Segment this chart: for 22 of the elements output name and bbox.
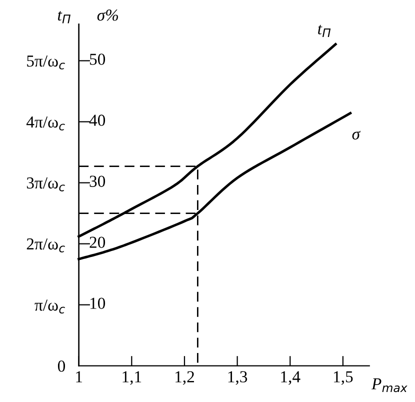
x-axis-title: P$_{max}$ [371, 378, 408, 392]
x-tick-label: 1,3 [228, 371, 248, 385]
y-tick-label: 10 [90, 298, 106, 309]
x-tick-label: 1,2 [176, 371, 194, 385]
x-tick-label: 1,4 [281, 371, 300, 385]
y-axis-title: σ% [97, 9, 118, 21]
y2-tick-label: 4π/ω$_{c}$ [26, 116, 65, 130]
x-tick-label: 1,5 [334, 371, 353, 385]
y-tick-label: 20 [90, 236, 106, 248]
y-tick-label: 40 [89, 114, 106, 126]
x-tick-label: 1,1 [122, 371, 142, 385]
x-tick-label: 1 [76, 371, 82, 382]
y2-tick-label: 5π/ω$_{c}$ [27, 56, 65, 70]
y2-tick-label: π/ω$_{c}$ [34, 300, 65, 314]
y2-axis-title: t$_{П}$ [58, 11, 70, 24]
annotation: σ [352, 130, 361, 140]
y2-tick-label: 0 [58, 360, 66, 372]
y-tick-label: 30 [90, 176, 106, 187]
annotation: t$_{П}$ [318, 24, 331, 37]
y2-tick-label: 3π/ω$_{c}$ [26, 177, 65, 192]
y2-tick-label: 2π/ω$_{c}$ [26, 238, 65, 252]
y-tick-label: 50 [90, 54, 106, 65]
